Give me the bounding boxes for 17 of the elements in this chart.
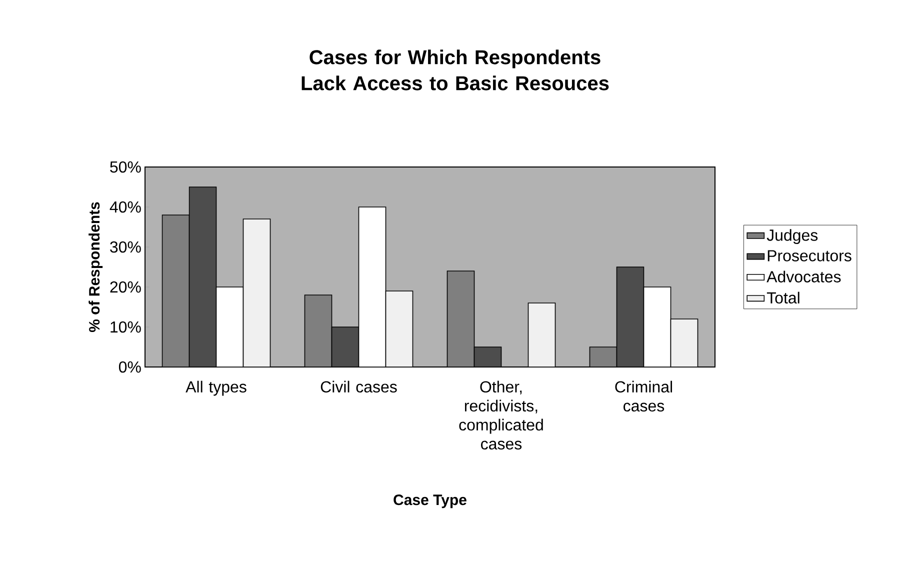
- y-tick-label: 10%: [110, 321, 141, 333]
- y-axis-title: % of Respondents: [88, 202, 103, 332]
- x-tick-label: All types: [186, 380, 246, 396]
- legend-label: Advocates: [766, 270, 841, 282]
- legend-label: Judges: [766, 229, 818, 244]
- x-axis-title: Case Type: [394, 494, 466, 508]
- y-tick-label: 30%: [110, 241, 141, 253]
- y-tick-label: 0%: [118, 361, 141, 373]
- x-tick-label: Criminal cases: [615, 380, 672, 412]
- x-tick-label: Other, recidivists, complicated cases: [459, 380, 543, 450]
- chart-title: Cases for Which Respondents Lack Access to Basic Resouces: [302, 50, 609, 90]
- y-tick-label: 20%: [110, 281, 141, 293]
- y-tick-label: 50%: [110, 161, 141, 173]
- legend-label: Total: [766, 292, 800, 304]
- x-tick-label: Civil cases: [320, 380, 397, 393]
- legend-label: Prosecutors: [768, 250, 852, 262]
- y-tick-label: 40%: [110, 201, 141, 213]
